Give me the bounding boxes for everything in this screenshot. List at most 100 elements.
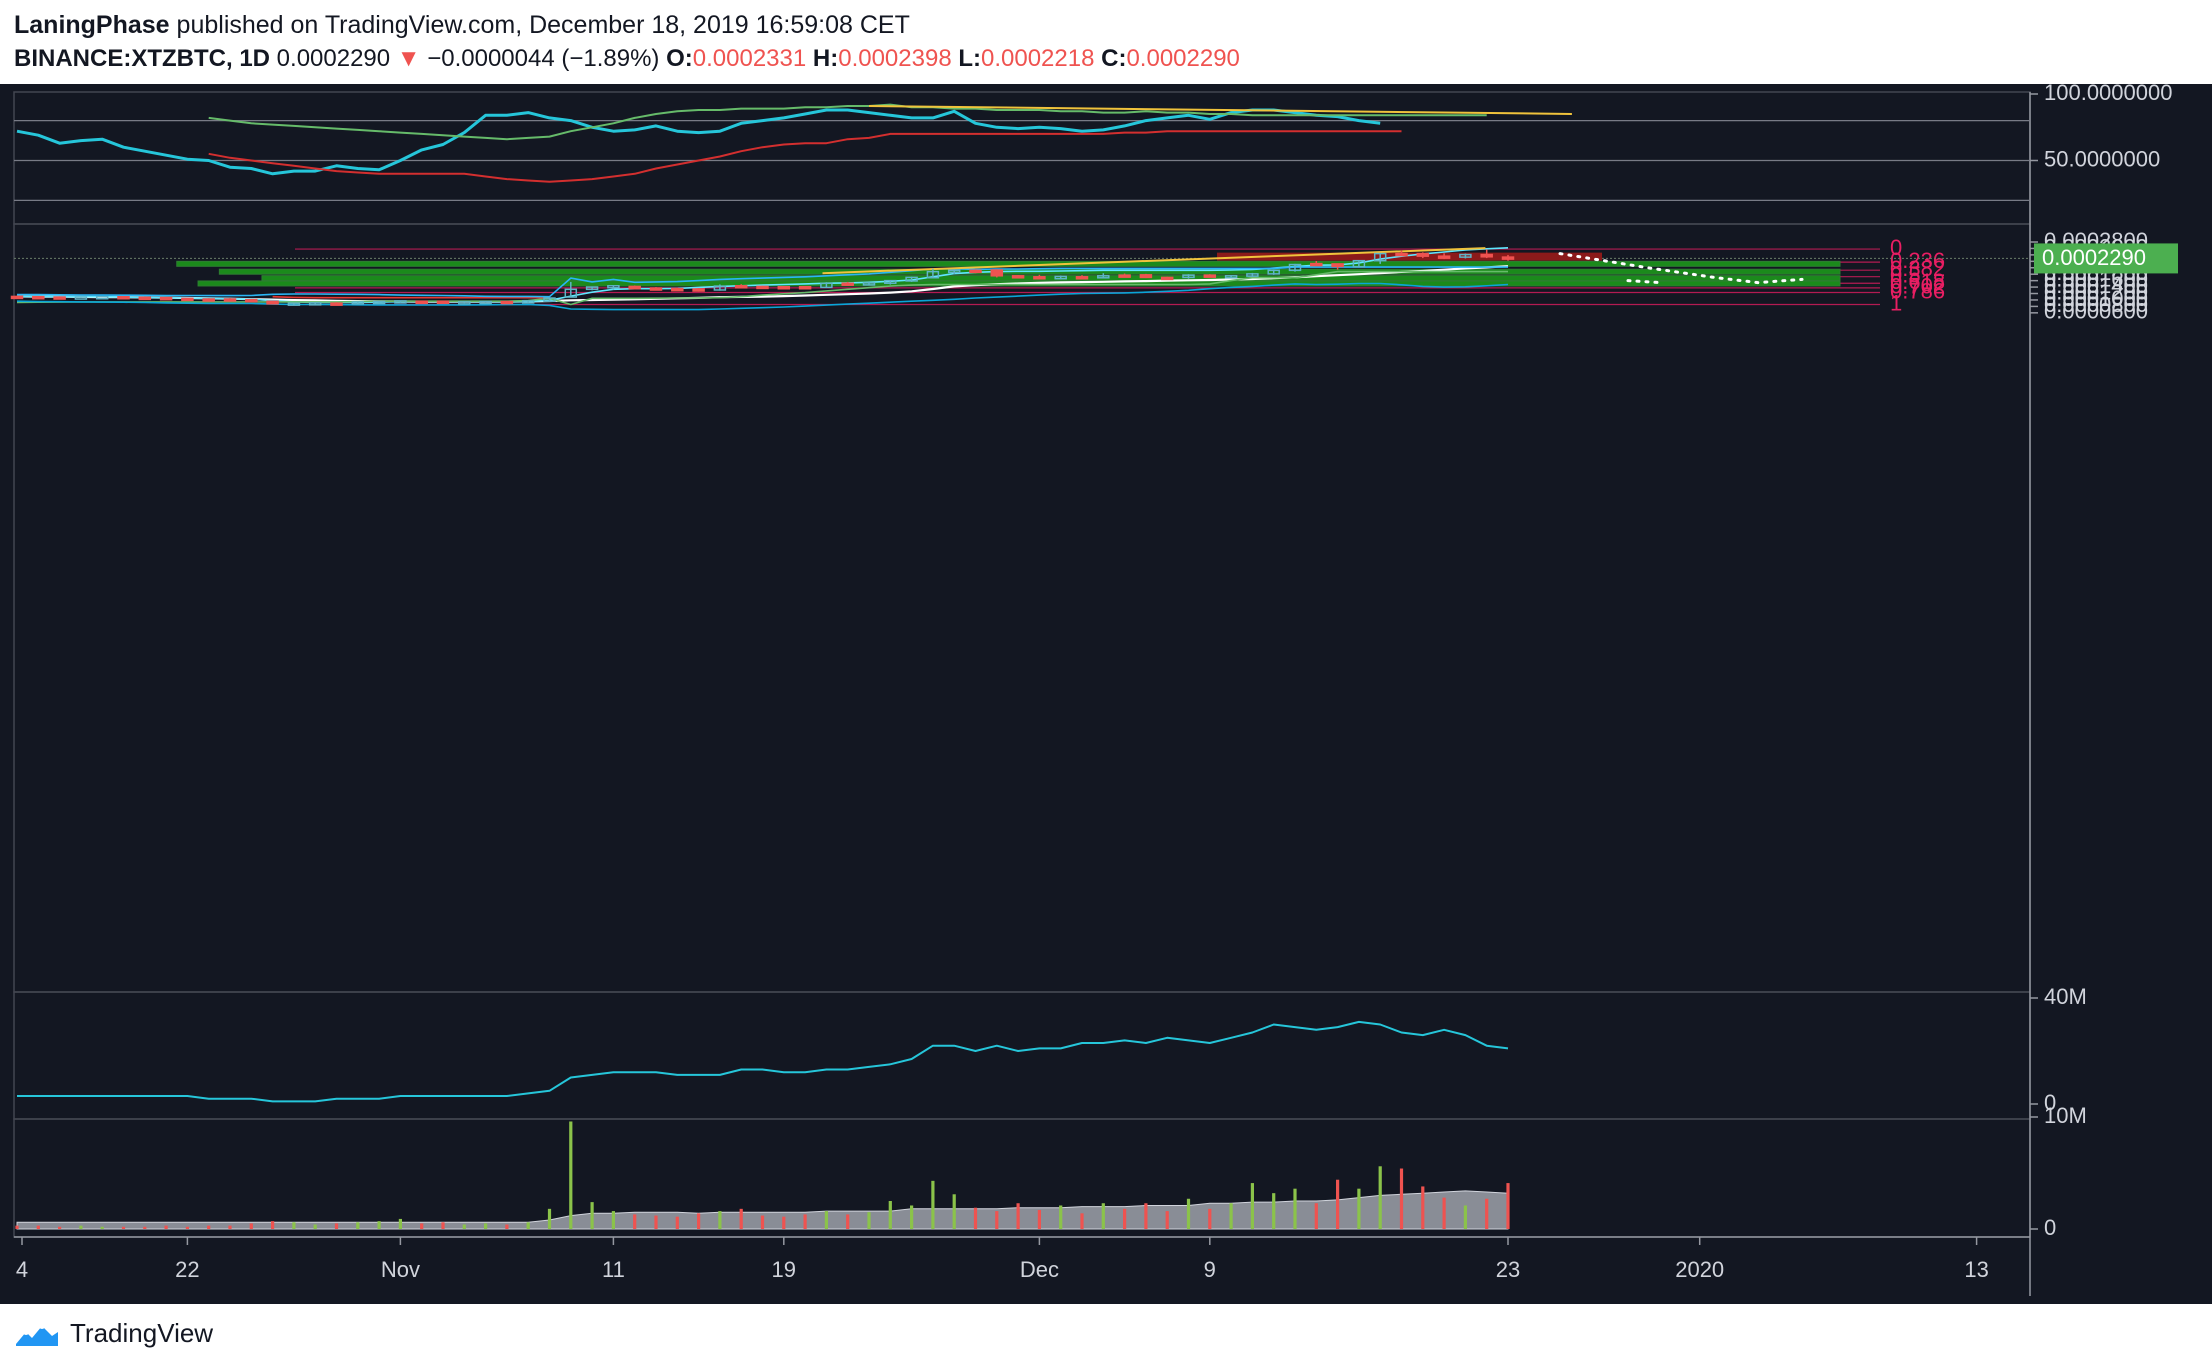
- candle-body: [649, 287, 663, 291]
- volume-tick-label: 0: [2044, 1215, 2056, 1240]
- current-price-badge: [2034, 243, 2178, 274]
- projection-tail: [1626, 279, 1662, 285]
- price-tick-label: 0.0000800: [2044, 292, 2148, 317]
- volume-bar: [526, 1222, 530, 1229]
- volume-bar: [1336, 1179, 1340, 1229]
- projection-path: [1558, 252, 1804, 285]
- time-tick-label: Dec: [1020, 1257, 1059, 1282]
- time-tick-label: 13: [1964, 1257, 1988, 1282]
- volume-bar: [888, 1201, 892, 1229]
- rsi-trendline: [868, 104, 1572, 115]
- price-tick-label: 0.0001200: [2044, 279, 2148, 304]
- volume-bar: [1272, 1193, 1276, 1229]
- candle-body: [1224, 275, 1238, 279]
- candle-body: [458, 301, 471, 305]
- candle-body: [32, 295, 45, 300]
- candle-body: [671, 287, 684, 292]
- price-tick-label: 0.0000600: [2044, 299, 2148, 324]
- price-overlay-line: [16, 266, 1508, 298]
- time-tick-label: 22: [175, 1257, 199, 1282]
- price-change: −0.0000044 (−1.89%): [427, 45, 660, 72]
- price-overlay-line: [16, 270, 1508, 306]
- symbol-line: BINANCE:XTZBTC, 1D 0.0002290 ▼ −0.000004…: [14, 42, 1240, 76]
- fib-level-label: 0.786: [1890, 278, 1945, 303]
- volume-bar: [121, 1226, 126, 1229]
- volume-bar: [910, 1205, 914, 1229]
- volume-bar: [1080, 1213, 1084, 1229]
- volume-bar: [611, 1211, 615, 1229]
- volume-bar: [79, 1225, 83, 1229]
- volume-bar: [1250, 1183, 1254, 1229]
- rsi-series-line: [208, 130, 1402, 183]
- volume-bar: [995, 1211, 999, 1229]
- candle-body: [1352, 259, 1366, 268]
- time-tick-label: 23: [1496, 1257, 1520, 1282]
- footer: TradingView: [12, 1313, 213, 1353]
- candle-body: [181, 297, 194, 302]
- volume-bar: [1165, 1211, 1169, 1229]
- candle-body: [1160, 276, 1174, 281]
- volume-bar: [1378, 1166, 1382, 1229]
- candle-body: [926, 270, 940, 279]
- low-value: 0.0002218: [981, 45, 1095, 72]
- volume-bar: [547, 1208, 552, 1229]
- volume-bar: [271, 1221, 275, 1229]
- volume-bar: [697, 1213, 701, 1229]
- volume-bar: [292, 1222, 296, 1229]
- volume-bar: [569, 1121, 573, 1229]
- candle-body: [1203, 274, 1217, 278]
- candle-body: [436, 300, 450, 304]
- candle-body: [372, 300, 386, 305]
- volume-bar: [356, 1222, 360, 1229]
- candle-body: [713, 285, 727, 291]
- volume-bar: [36, 1225, 40, 1229]
- candle-body: [564, 288, 578, 298]
- volume-bar: [1208, 1208, 1212, 1229]
- volume-bar: [1463, 1205, 1467, 1229]
- current-price-label: 0.0002290: [2042, 245, 2146, 270]
- volume-bar: [420, 1223, 424, 1229]
- indicator-tick-label: 0: [2044, 1090, 2056, 1115]
- candle-body: [415, 300, 428, 304]
- volume-ma-area: [16, 1190, 1509, 1230]
- fib-level-label: 0.5: [1890, 262, 1921, 287]
- candle-body: [53, 296, 66, 300]
- candle-body: [95, 295, 109, 300]
- fib-level-label: 0.702: [1890, 274, 1945, 299]
- candle-body: [308, 302, 322, 306]
- time-tick-label: Nov: [381, 1257, 420, 1282]
- support-zone: [261, 275, 1841, 282]
- candle-body: [969, 269, 982, 274]
- symbol-name[interactable]: BINANCE:XTZBTC, 1D: [14, 45, 270, 72]
- volume-bar: [824, 1211, 828, 1229]
- tradingview-logo-icon[interactable]: [12, 1318, 62, 1348]
- candle-body: [1501, 256, 1515, 260]
- footer-brand[interactable]: TradingView: [70, 1317, 214, 1348]
- price-overlay-line: [272, 295, 550, 299]
- candle-body: [1288, 263, 1302, 272]
- candle-body: [351, 301, 365, 305]
- volume-bar: [846, 1214, 850, 1229]
- candle-body: [394, 300, 407, 304]
- candle-body: [266, 300, 279, 305]
- fib-level-label: 0.382: [1890, 256, 1945, 281]
- volume-bar: [1229, 1203, 1233, 1229]
- close-value: 0.0002290: [1126, 45, 1240, 72]
- candle-body: [1416, 252, 1430, 257]
- author-name[interactable]: LaningPhase: [14, 11, 170, 39]
- chart-header: LaningPhase published on TradingView.com…: [14, 8, 1240, 76]
- rsi-tick-label: 50.0000000: [2044, 146, 2160, 171]
- candle-body: [479, 300, 492, 305]
- volume-tick-label: 10M: [2044, 1103, 2087, 1128]
- volume-bar: [185, 1226, 189, 1229]
- candle-body: [10, 295, 24, 300]
- volume-bar: [1421, 1186, 1425, 1229]
- volume-bar: [398, 1218, 402, 1229]
- chart-area[interactable]: 100.000000050.00000000.00028000.00026000…: [0, 84, 2212, 1304]
- volume-bar: [1016, 1203, 1020, 1229]
- volume-bar: [1293, 1188, 1297, 1229]
- volume-bar: [1314, 1203, 1318, 1229]
- candle-body: [1054, 275, 1067, 280]
- volume-bar: [1506, 1183, 1510, 1229]
- candle-body: [500, 300, 514, 305]
